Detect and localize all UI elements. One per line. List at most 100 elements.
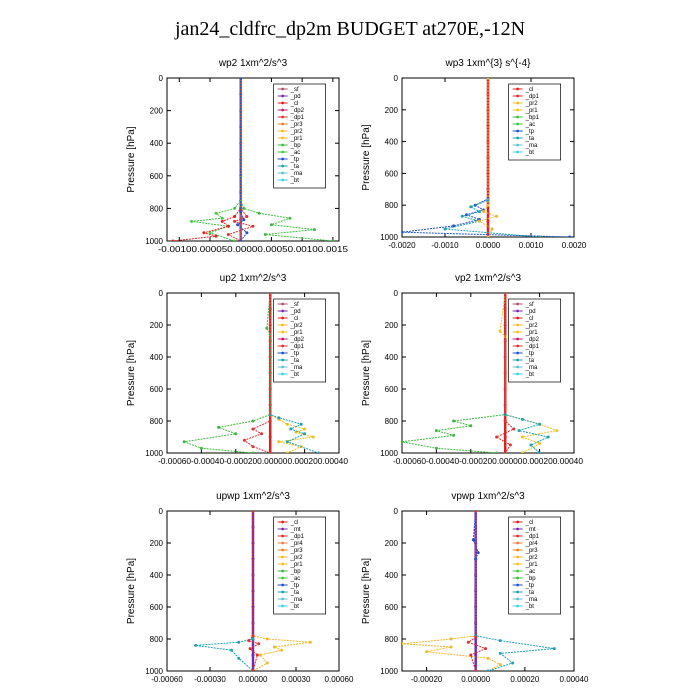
legend-marker: [516, 358, 520, 362]
data-point-bp: [265, 326, 269, 330]
legend-box: [273, 83, 326, 189]
legend-marker: [516, 309, 520, 313]
data-point-pr2: [265, 637, 269, 641]
data-point-pr1: [538, 441, 542, 445]
data-point-dp1: [474, 669, 478, 671]
plot-frame: [401, 292, 575, 454]
data-point-bp: [434, 446, 438, 450]
legend-label: _sf: [290, 87, 299, 93]
legend-marker: [516, 604, 520, 608]
y-tick-label: 800: [385, 417, 399, 426]
series-line-pr1: [269, 293, 314, 453]
legend-label: _ta: [525, 590, 535, 596]
data-point-pr2: [273, 645, 276, 649]
legend-marker: [516, 520, 520, 524]
data-point-pr2: [486, 78, 490, 80]
data-point-pr1: [303, 427, 307, 431]
data-point-bp: [182, 440, 186, 444]
legend-marker: [281, 129, 285, 133]
data-point-ta: [289, 427, 293, 431]
data-point-ac: [220, 216, 224, 220]
legend-label: _cl: [525, 87, 534, 93]
y-tick-label: 200: [385, 106, 399, 115]
legend-marker: [516, 344, 520, 348]
data-point-tp: [476, 551, 480, 555]
legend-label: _bp: [290, 143, 302, 149]
x-tick-label: 0.00020: [510, 675, 539, 684]
data-point-ta: [520, 417, 524, 421]
y-tick-label: 800: [385, 635, 399, 644]
y-axis-label: Pressure [hPa]: [361, 340, 372, 406]
x-tick-label: -0.00060-0.00040-0.000200.000000.000200.…: [393, 457, 584, 466]
y-tick-label: 800: [385, 201, 399, 210]
data-point-dp1: [251, 511, 255, 513]
legend-marker: [516, 541, 520, 545]
legend-marker: [281, 87, 285, 91]
data-point-pr1: [520, 451, 524, 453]
legend-label: _ma: [525, 597, 538, 603]
data-point-bp: [234, 432, 238, 436]
data-point-ta: [486, 198, 490, 202]
legend-label: _ac: [525, 569, 536, 575]
data-point-pr2: [449, 645, 453, 649]
data-point-mt: [251, 653, 255, 657]
legend-marker: [516, 576, 520, 580]
legend-label: _dp1: [290, 534, 305, 540]
data-point-dp1: [233, 219, 237, 223]
data-point-dp1: [247, 639, 251, 643]
data-point-ta: [498, 639, 502, 643]
data-point-pr2: [265, 661, 269, 665]
legend-marker: [516, 597, 520, 601]
data-point-pr1: [520, 435, 524, 439]
legend-label: _ac: [290, 150, 301, 156]
legend-label: _cl: [290, 316, 299, 322]
legend-label: _dp1: [290, 115, 305, 121]
data-point-bp: [242, 206, 246, 210]
legend-marker: [281, 604, 285, 608]
data-point-tp: [245, 231, 249, 235]
legend-marker: [516, 94, 520, 98]
legend-marker: [516, 136, 520, 140]
legend-marker: [516, 555, 520, 559]
x-tick-label: 0.00000: [461, 675, 490, 684]
panel-title: wp3 1xm^{3} s^{-4}: [445, 58, 532, 69]
legend-marker: [281, 164, 285, 168]
x-tick-label: -0.0020: [388, 241, 416, 250]
legend-marker: [281, 136, 285, 140]
data-point-tp: [568, 235, 572, 237]
data-point-bp: [331, 239, 335, 241]
data-point-dp1: [257, 642, 261, 646]
data-point-ta: [538, 451, 542, 453]
data-point-ta: [443, 227, 447, 231]
legend-marker: [516, 365, 520, 369]
legend-label: _pr2: [525, 323, 539, 329]
data-point-tp: [239, 78, 243, 80]
legend-label: _ta: [525, 358, 535, 364]
chart-panel-0: wp2 1xm^2/s^3 Pressure [hPa] 0 200 400 600 800…: [126, 58, 349, 254]
legend-label: _bp: [525, 576, 537, 582]
data-point-pr2: [425, 650, 429, 654]
legend-marker: [281, 302, 285, 306]
legend-marker: [281, 541, 285, 545]
legend-label: _bt: [290, 372, 300, 378]
series-line-ta: [444, 78, 540, 237]
data-point-pr2: [308, 640, 312, 644]
legend-marker: [281, 569, 285, 573]
legend-label: _cl: [525, 316, 534, 322]
data-point-ta: [486, 669, 490, 671]
y-tick-label: 800: [150, 635, 164, 644]
data-point-bp: [469, 424, 473, 428]
panel-title: wp2 1xm^2/s^3: [218, 58, 288, 69]
y-tick-label: 1000: [380, 233, 398, 242]
legend-marker: [516, 534, 520, 538]
legend-label: _ta: [525, 136, 535, 142]
legend-marker: [516, 122, 520, 126]
y-tick-label: 1000: [145, 449, 163, 458]
data-point-pr2: [280, 648, 284, 652]
data-point-bp: [288, 216, 292, 220]
data-point-bp: [251, 419, 255, 423]
y-tick-label: 400: [150, 353, 164, 362]
legend-label: _cl: [525, 520, 534, 526]
data-point-ac: [208, 231, 212, 235]
